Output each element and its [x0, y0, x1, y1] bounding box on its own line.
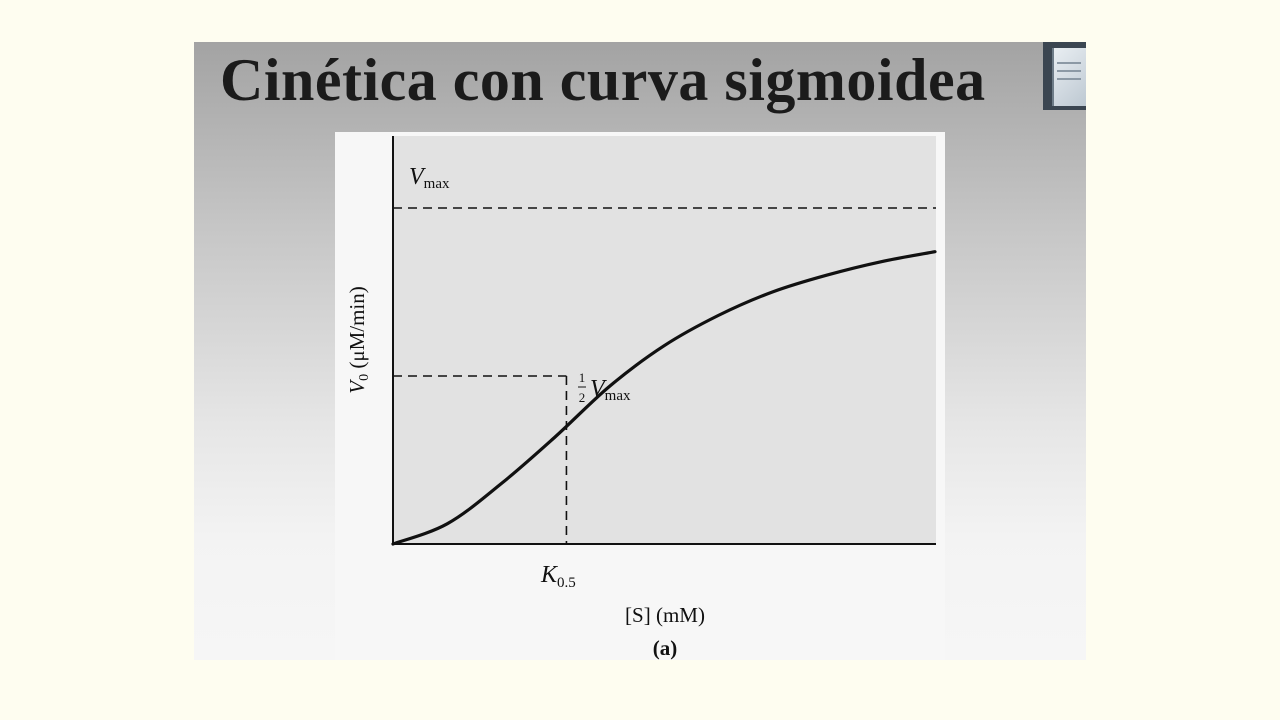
thumbnail-screen — [1052, 48, 1086, 106]
x-axis-label: [S] (mM) — [625, 603, 705, 627]
plot-area — [393, 136, 936, 544]
kinetics-chart: Vmax 1 2 Vmax K0.5 V0 (μM/min) [S] (mM) … — [345, 136, 937, 660]
half-vmax-label: 1 2 Vmax — [578, 370, 631, 405]
svg-text:1: 1 — [579, 370, 586, 385]
chart-figure: Vmax 1 2 Vmax K0.5 V0 (μM/min) [S] (mM) … — [335, 132, 945, 660]
slide-title: Cinética con curva sigmoidea — [220, 47, 986, 113]
sigmoid-curve — [391, 250, 937, 546]
figure-caption: (a) — [653, 636, 678, 660]
presenter-thumbnail — [1043, 42, 1086, 110]
thumbnail-line — [1057, 62, 1081, 64]
vmax-label: Vmax — [409, 164, 450, 192]
thumbnail-line — [1057, 78, 1081, 80]
svg-text:Vmax: Vmax — [590, 376, 631, 404]
svg-text:2: 2 — [579, 390, 586, 405]
thumbnail-line — [1057, 70, 1081, 72]
y-axis-label: V0 (μM/min) — [345, 286, 372, 394]
k05-label: K0.5 — [540, 562, 576, 591]
